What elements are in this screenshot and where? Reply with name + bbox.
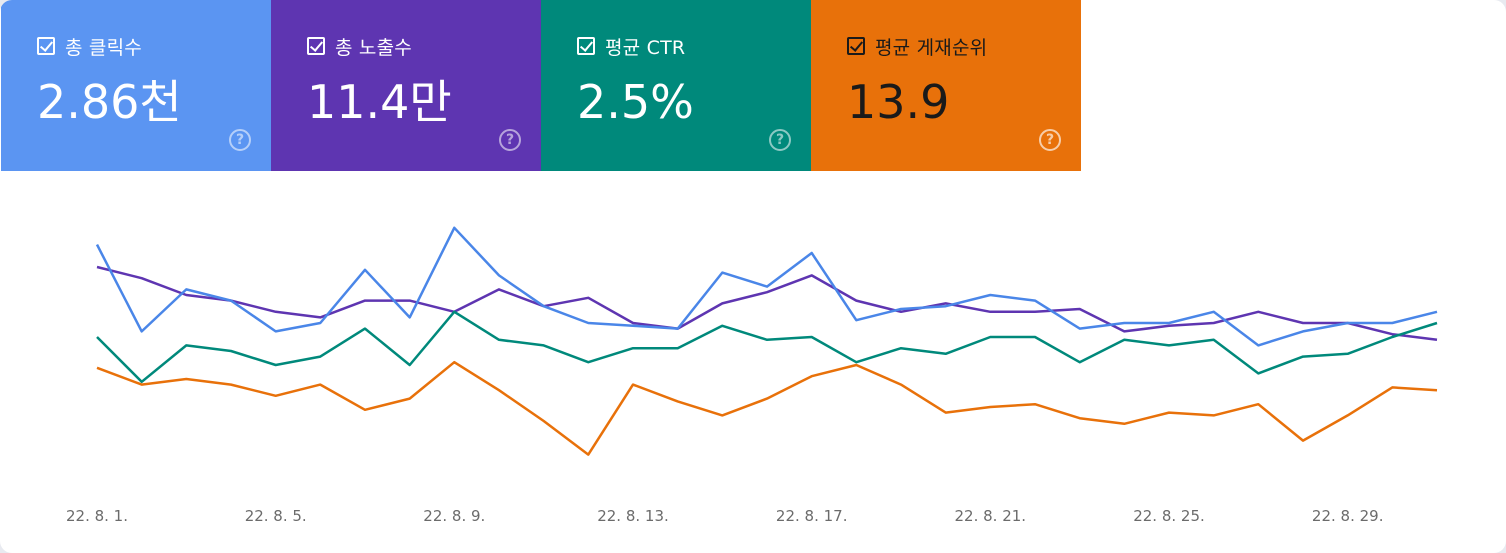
checkbox-checked-icon[interactable]	[847, 37, 865, 55]
metric-label: 평균 게재순위	[875, 36, 988, 59]
help-icon[interactable]: ?	[229, 129, 251, 151]
metric-tile-position[interactable]: 평균 게재순위 13.9 ?	[811, 0, 1081, 171]
performance-chart[interactable]: 22. 8. 1. 22. 8. 5. 22. 8. 9. 22. 8. 13. 22.…	[0, 171, 1506, 553]
metric-tiles: 총 클릭수 2.86천 ? 총 노출수 11.4만 ? 평균 CTR 2.5% …	[1, 0, 1081, 171]
series-line-clicks	[95, 226, 1438, 347]
series-line-ctr	[96, 310, 1438, 384]
x-tick-label: 22. 8. 13.	[597, 507, 669, 525]
series-line-impressions	[96, 265, 1438, 342]
help-icon[interactable]: ?	[499, 129, 521, 151]
metric-value: 13.9	[847, 75, 950, 129]
metric-label-row: 총 클릭수	[37, 34, 142, 59]
x-tick-label: 22. 8. 25.	[1133, 507, 1205, 525]
series-line-position	[96, 360, 1438, 456]
line-chart-svg: 22. 8. 1. 22. 8. 5. 22. 8. 9. 22. 8. 13. 22.…	[66, 226, 1438, 525]
help-icon[interactable]: ?	[769, 129, 791, 151]
checkbox-checked-icon[interactable]	[577, 37, 595, 55]
x-tick-label: 22. 8. 21.	[955, 507, 1027, 525]
checkbox-checked-icon[interactable]	[307, 37, 325, 55]
metric-value: 11.4만	[307, 75, 452, 129]
x-tick-label: 22. 8. 1.	[66, 507, 128, 525]
metric-label: 총 노출수	[335, 36, 412, 59]
metric-label-row: 총 노출수	[307, 34, 412, 59]
checkbox-checked-icon[interactable]	[37, 37, 55, 55]
metric-tile-ctr[interactable]: 평균 CTR 2.5% ?	[541, 0, 811, 171]
metric-value: 2.86천	[37, 75, 182, 129]
help-icon[interactable]: ?	[1039, 129, 1061, 151]
metric-label: 총 클릭수	[65, 36, 142, 59]
x-tick-label: 22. 8. 17.	[776, 507, 848, 525]
metric-tile-clicks[interactable]: 총 클릭수 2.86천 ?	[1, 0, 271, 171]
metric-value: 2.5%	[577, 75, 694, 129]
metric-label: 평균 CTR	[605, 36, 686, 59]
x-tick-label: 22. 8. 29.	[1312, 507, 1384, 525]
metric-label-row: 평균 게재순위	[847, 34, 988, 59]
metric-tile-impressions[interactable]: 총 노출수 11.4만 ?	[271, 0, 541, 171]
metric-label-row: 평균 CTR	[577, 34, 686, 59]
x-tick-label: 22. 8. 9.	[423, 507, 485, 525]
x-tick-label: 22. 8. 5.	[245, 507, 307, 525]
